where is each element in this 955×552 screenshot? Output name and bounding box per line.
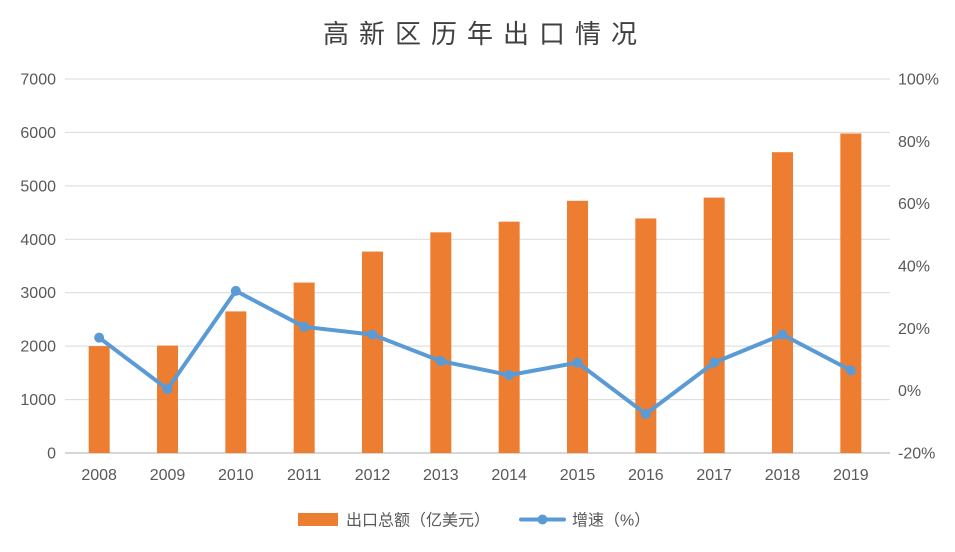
- growth-point-2013: [435, 356, 446, 367]
- x-axis-label: 2009: [150, 467, 186, 484]
- growth-line-series: [94, 285, 856, 420]
- right-axis-tick: 100%: [898, 72, 939, 89]
- bar-2011: [293, 282, 315, 453]
- right-axis: -20% 0% 20% 40% 60% 80% 100%: [898, 72, 939, 463]
- chart-title: 高新区历年出口情况: [323, 20, 647, 50]
- bar-series: [88, 133, 862, 454]
- bar-2013: [430, 232, 452, 453]
- legend-line-marker-icon: [537, 514, 548, 525]
- left-axis-tick: 1000: [20, 392, 56, 409]
- bar-2016: [635, 218, 657, 453]
- growth-point-2010: [230, 285, 241, 296]
- growth-point-2017: [709, 357, 720, 368]
- gridlines: [65, 78, 890, 454]
- bar-2018: [772, 152, 793, 453]
- x-axis-label: 2015: [560, 467, 596, 484]
- right-axis-tick: 0%: [898, 383, 921, 400]
- right-axis-tick: 60%: [898, 196, 930, 213]
- legend-line-label: 增速（%）: [572, 512, 650, 530]
- bar-2008: [88, 346, 110, 453]
- bar-2015: [567, 200, 588, 453]
- left-axis-tick: 2000: [20, 339, 56, 356]
- bar-2014: [498, 221, 520, 453]
- bar-2010: [225, 311, 247, 453]
- legend-bar-label: 出口总额（亿美元）: [346, 512, 490, 530]
- right-axis-tick: -20%: [898, 446, 935, 463]
- x-axis-label: 2017: [696, 467, 732, 484]
- growth-point-2019: [845, 365, 856, 376]
- right-axis-tick: 80%: [898, 134, 930, 151]
- x-axis-label: 2014: [491, 467, 527, 484]
- x-axis: 2008 2009 2010 2011 2012 2013 2014 2015 2016 2017…: [81, 467, 868, 484]
- growth-point-2008: [94, 332, 105, 343]
- x-axis-label: 2008: [81, 467, 117, 484]
- x-axis-label: 2018: [765, 467, 801, 484]
- x-axis-label: 2012: [355, 467, 391, 484]
- x-axis-label: 2019: [833, 467, 869, 484]
- left-axis-tick: 4000: [20, 232, 56, 249]
- right-axis-tick: 20%: [898, 321, 930, 338]
- growth-point-2011: [299, 321, 310, 332]
- growth-point-2018: [777, 329, 788, 340]
- bar-2012: [362, 251, 383, 453]
- x-axis-label: 2010: [218, 467, 254, 484]
- growth-point-2016: [640, 409, 651, 420]
- legend-bar-swatch: [298, 513, 338, 526]
- x-axis-label: 2016: [628, 467, 664, 484]
- bar-2019: [840, 133, 862, 454]
- growth-line: [97, 288, 853, 416]
- bar-2017: [703, 197, 725, 453]
- left-axis-tick: 5000: [20, 178, 56, 195]
- bar-2009: [157, 345, 178, 453]
- growth-point-2015: [572, 357, 583, 368]
- right-axis-tick: 40%: [898, 259, 930, 276]
- left-axis: 0 1000 2000 3000 4000 5000 6000 7000: [20, 72, 56, 463]
- left-axis-tick: 6000: [20, 125, 56, 142]
- growth-point-2012: [367, 329, 378, 340]
- left-axis-tick: 3000: [20, 285, 56, 302]
- left-axis-tick: 0: [47, 446, 56, 463]
- growth-point-2014: [504, 370, 515, 381]
- x-axis-label: 2013: [423, 467, 459, 484]
- left-axis-tick: 7000: [20, 72, 56, 89]
- legend: 出口总额（亿美元） 增速（%）: [298, 512, 650, 530]
- x-axis-label: 2011: [287, 467, 322, 484]
- growth-point-2009: [162, 384, 173, 395]
